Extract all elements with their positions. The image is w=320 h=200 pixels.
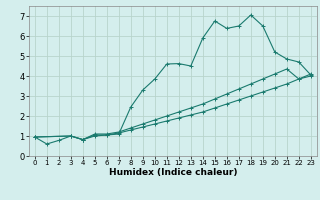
X-axis label: Humidex (Indice chaleur): Humidex (Indice chaleur) xyxy=(108,168,237,177)
